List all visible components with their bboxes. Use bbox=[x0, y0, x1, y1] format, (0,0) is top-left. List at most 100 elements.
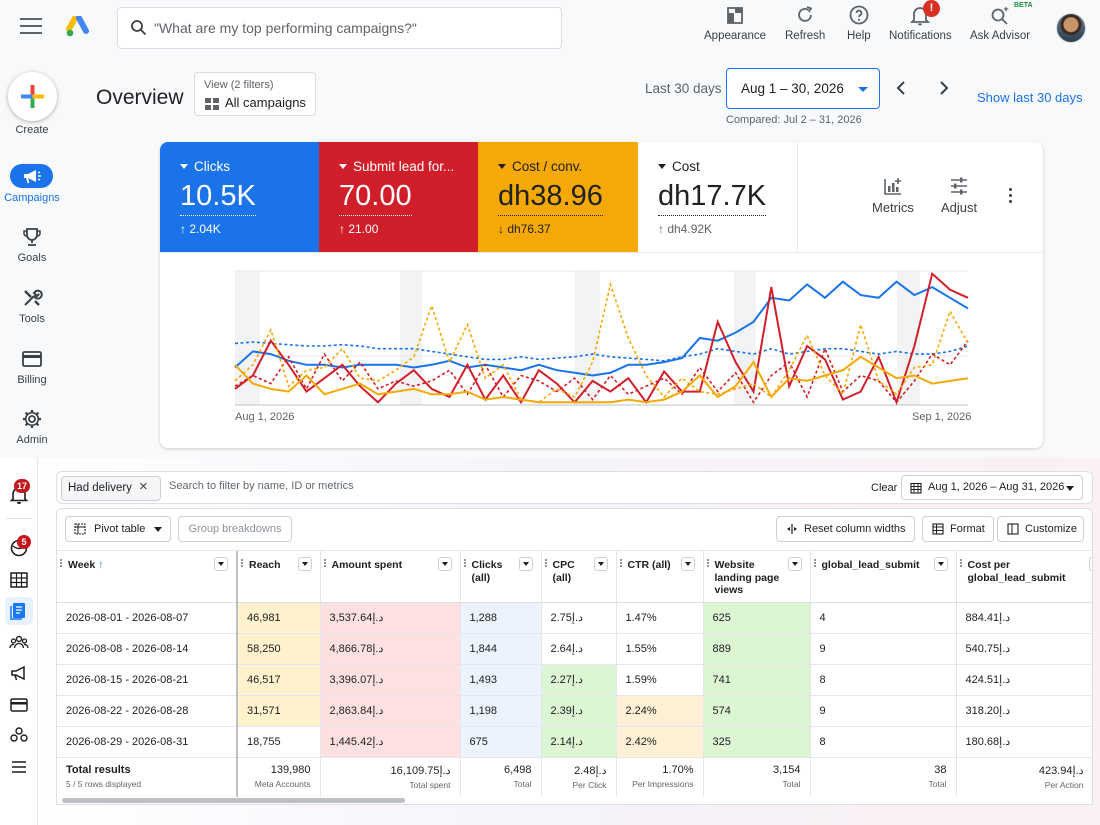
column-header-label: Reach bbox=[249, 559, 281, 571]
chevron-left-icon[interactable] bbox=[893, 80, 909, 96]
totals-label-cell: Total results 5 / 5 rows displayed bbox=[57, 757, 238, 797]
drag-handle-icon[interactable] bbox=[706, 559, 709, 567]
notifications-badge: ! bbox=[923, 0, 940, 17]
metrics-button[interactable]: Metrics bbox=[872, 176, 914, 215]
table-row[interactable]: 2026-08-01 - 2026-08-07 46,981 3,537.64د… bbox=[57, 602, 1092, 634]
week-cell: 2026-08-15 - 2026-08-21 bbox=[57, 664, 238, 696]
column-header-global-lead-submit[interactable]: global_lead_submit bbox=[810, 551, 957, 603]
column-menu-icon[interactable] bbox=[787, 557, 802, 571]
chevron-right-icon[interactable] bbox=[936, 80, 952, 96]
metric-submit-lead[interactable]: Submit lead for... 70.00 ↑ 21.00 bbox=[319, 142, 478, 252]
drag-handle-icon[interactable] bbox=[619, 559, 622, 567]
table-row[interactable]: 2026-08-29 - 2026-08-31 18,755 1,445.42د… bbox=[57, 726, 1092, 758]
clicks-cell: 1,844 bbox=[460, 633, 542, 665]
drag-handle-icon[interactable] bbox=[60, 559, 62, 567]
reset-column-widths-button[interactable]: Reset column widths bbox=[776, 516, 915, 542]
date-range-picker[interactable]: Aug 1, 2026 – Aug 31, 2026 bbox=[901, 475, 1083, 500]
column-menu-icon[interactable] bbox=[518, 557, 533, 571]
lead-submit-cell: 4 bbox=[810, 602, 957, 634]
search-box[interactable] bbox=[117, 7, 562, 49]
column-header-week[interactable]: Week ↑ bbox=[57, 551, 238, 603]
horizontal-scrollbar[interactable] bbox=[62, 798, 405, 803]
format-button[interactable]: Format bbox=[922, 516, 994, 542]
column-header-amount-spent[interactable]: Amount spent bbox=[320, 551, 461, 603]
column-menu-icon[interactable] bbox=[680, 557, 695, 571]
sort-ascending-icon[interactable]: ↑ bbox=[98, 559, 104, 571]
performance-chart-svg bbox=[234, 270, 969, 406]
adjust-button[interactable]: Adjust bbox=[941, 176, 977, 215]
search-input[interactable] bbox=[154, 18, 544, 38]
goals-trophy-icon[interactable] bbox=[21, 226, 43, 248]
show-last-30-days-link[interactable]: Show last 30 days bbox=[977, 90, 1083, 105]
landing-page-views-cell: 889 bbox=[703, 633, 811, 665]
column-menu-icon[interactable] bbox=[1088, 557, 1092, 571]
total-value: 1.70% bbox=[662, 763, 694, 776]
week-cell: 2026-08-22 - 2026-08-28 bbox=[57, 695, 238, 727]
drag-handle-icon[interactable] bbox=[463, 559, 466, 567]
menu-icon[interactable] bbox=[9, 757, 29, 777]
column-menu-icon[interactable] bbox=[437, 557, 452, 571]
results-table: Week ↑ Reach Amount spent Clicks (all) C… bbox=[57, 551, 1092, 797]
column-header-cost-per-lead[interactable]: Cost per global_lead_submit bbox=[956, 551, 1092, 603]
table-row[interactable]: 2026-08-22 - 2026-08-28 31,571 2,863.84د… bbox=[57, 695, 1092, 727]
remove-filter-icon[interactable]: × bbox=[139, 478, 148, 495]
drag-handle-icon[interactable] bbox=[323, 559, 326, 567]
pivot-icon bbox=[74, 523, 86, 535]
customize-button[interactable]: Customize bbox=[997, 516, 1084, 542]
metric-clicks[interactable]: Clicks 10.5K ↑ 2.04K bbox=[160, 142, 319, 252]
more-options-icon[interactable] bbox=[1009, 188, 1013, 206]
ask-advisor-button[interactable]: Ask Advisor BETA bbox=[970, 2, 1033, 42]
column-menu-icon[interactable] bbox=[593, 557, 608, 571]
notifications-label: Notifications bbox=[889, 30, 952, 42]
table-row[interactable]: 2026-08-15 - 2026-08-21 46,517 3,396.07د… bbox=[57, 664, 1092, 696]
group-breakdowns-button[interactable]: Group breakdowns bbox=[178, 516, 292, 542]
column-header-cpc[interactable]: CPC (all) bbox=[541, 551, 617, 603]
date-range-picker[interactable]: Aug 1 – 30, 2026 bbox=[726, 68, 880, 109]
table-toolbar: Pivot table Group breakdowns Reset colum… bbox=[56, 508, 1093, 550]
appearance-button[interactable]: Appearance bbox=[704, 4, 766, 42]
business-settings-icon[interactable] bbox=[9, 725, 29, 745]
column-menu-icon[interactable] bbox=[933, 557, 948, 571]
filter-search-input[interactable] bbox=[169, 480, 489, 492]
filter-chip[interactable]: Had delivery bbox=[61, 476, 161, 501]
reports-icon[interactable] bbox=[9, 601, 29, 621]
column-header-ctr[interactable]: CTR (all) bbox=[616, 551, 704, 603]
help-button[interactable]: Help bbox=[847, 4, 871, 42]
cost-per-lead-cell: 540.75د.إ bbox=[956, 633, 1092, 665]
campaigns-megaphone-icon[interactable] bbox=[9, 663, 29, 683]
tools-wrench-icon[interactable] bbox=[21, 287, 43, 309]
column-header-clicks[interactable]: Clicks (all) bbox=[460, 551, 542, 603]
column-header-reach[interactable]: Reach bbox=[236, 551, 321, 603]
pivot-table-button[interactable]: Pivot table bbox=[65, 516, 171, 542]
refresh-button[interactable]: Refresh bbox=[785, 4, 825, 42]
admin-gear-icon[interactable] bbox=[21, 408, 43, 430]
clear-button[interactable]: Clear bbox=[871, 482, 898, 494]
drag-handle-icon[interactable] bbox=[241, 559, 243, 567]
google-ads-logo[interactable] bbox=[66, 16, 92, 38]
view-filter-button[interactable]: View (2 filters) All campaigns bbox=[194, 72, 316, 116]
metric-cost-per-conv[interactable]: Cost / conv. dh38.96 ↓ dh76.37 bbox=[478, 142, 638, 252]
drag-handle-icon[interactable] bbox=[959, 559, 962, 567]
table-row[interactable]: 2026-08-08 - 2026-08-14 58,250 4,866.78د… bbox=[57, 633, 1092, 665]
nav-campaigns[interactable] bbox=[10, 164, 53, 188]
audiences-icon[interactable] bbox=[9, 632, 29, 652]
drag-handle-icon[interactable] bbox=[544, 559, 547, 567]
column-menu-icon[interactable] bbox=[297, 557, 312, 571]
avatar[interactable] bbox=[1056, 13, 1086, 43]
drag-handle-icon[interactable] bbox=[813, 559, 816, 567]
metric-cost[interactable]: Cost dh17.7K ↑ dh4.92K bbox=[638, 142, 798, 252]
column-header-landing-page-views[interactable]: Website landing page views bbox=[703, 551, 811, 603]
metrics-label: Metrics bbox=[872, 200, 914, 215]
create-button[interactable] bbox=[8, 72, 57, 121]
column-header-label: Clicks (all) bbox=[471, 559, 503, 584]
billing-card-icon[interactable] bbox=[21, 348, 43, 370]
column-header-label: Amount spent bbox=[331, 559, 403, 571]
column-menu-icon[interactable] bbox=[214, 557, 228, 571]
billing-card-icon[interactable] bbox=[9, 695, 29, 715]
series-line bbox=[234, 355, 969, 404]
cpc-cell: 2.39د.إ bbox=[541, 695, 617, 727]
notifications-button[interactable]: Notifications ! bbox=[889, 0, 952, 42]
amount-spent-cell: 4,866.78د.إ bbox=[320, 633, 461, 665]
main-menu-icon[interactable] bbox=[20, 18, 42, 36]
table-grid-icon[interactable] bbox=[9, 570, 29, 590]
